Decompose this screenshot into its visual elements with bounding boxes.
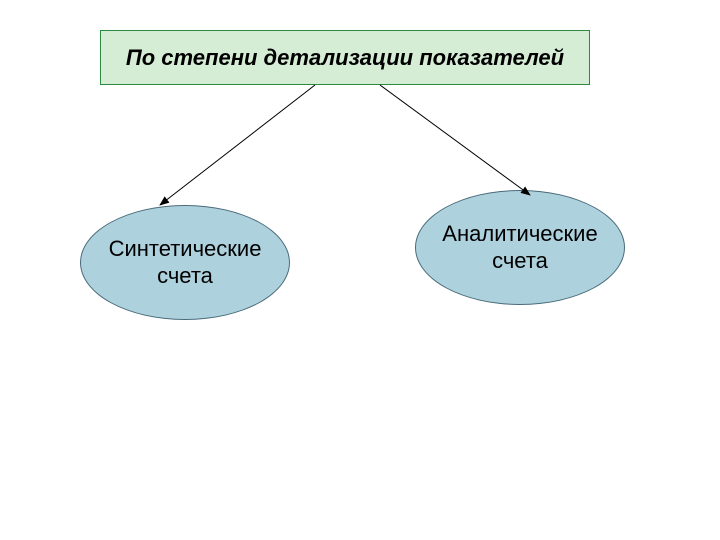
- edge-right: [380, 85, 530, 195]
- node-left-label: Синтетические счета: [109, 236, 262, 289]
- diagram-header-text: По степени детализации показателей: [126, 45, 564, 71]
- node-left-ellipse: Синтетические счета: [80, 205, 290, 320]
- edge-left: [160, 85, 315, 205]
- node-right-ellipse: Аналитические счета: [415, 190, 625, 305]
- node-right-label: Аналитические счета: [442, 221, 597, 274]
- diagram-header-box: По степени детализации показателей: [100, 30, 590, 85]
